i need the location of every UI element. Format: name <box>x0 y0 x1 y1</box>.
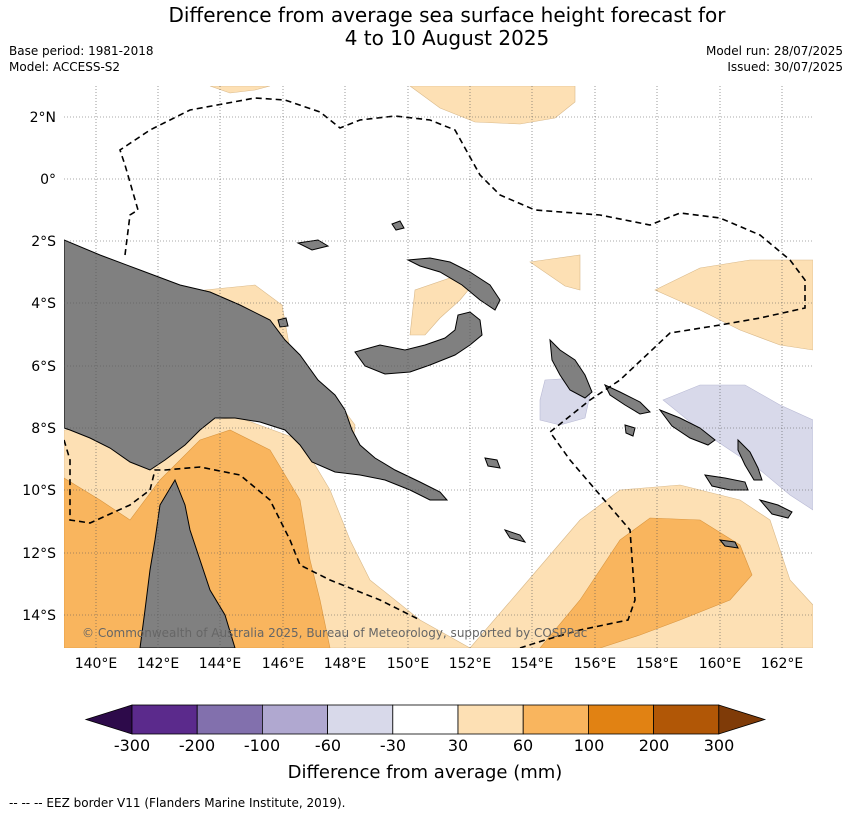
contour-30-60-north <box>409 86 576 125</box>
issued-date: Issued: 30/07/2025 <box>727 60 843 74</box>
lat-label: 0° <box>40 172 56 188</box>
lat-label: 8°S <box>31 421 56 437</box>
lat-label: 14°S <box>22 608 56 624</box>
lat-label: 10°S <box>22 483 56 499</box>
lon-label: 162°E <box>761 656 804 672</box>
colorbar-segment <box>522 704 589 735</box>
colorbar-segment <box>457 704 524 735</box>
santa-isabel-island <box>658 408 716 446</box>
colorbar-tick: -300 <box>113 736 151 755</box>
manus-island <box>296 239 330 251</box>
colorbar-tick: -100 <box>243 736 281 755</box>
colorbar-extend-low <box>84 704 133 735</box>
bougainville-island <box>549 338 593 399</box>
meta-right: Model run: 28/07/2025 Issued: 30/07/2025 <box>706 43 843 75</box>
title-line-2: 4 to 10 August 2025 <box>344 26 550 50</box>
model-run: Model run: 28/07/2025 <box>705 44 843 58</box>
contour-30-60-east <box>654 259 813 351</box>
base-period: Base period: 1981-2018 <box>9 44 154 58</box>
colorbar-segment <box>131 704 198 735</box>
lon-label: 150°E <box>387 656 430 672</box>
latitude-labels: 2°N 0° 2°S 4°S 6°S 8°S 10°S 12°S 14°S <box>22 110 56 624</box>
cape-york-landmass <box>139 478 236 648</box>
colorbar-extend-high <box>718 704 767 735</box>
lon-label: 144°E <box>199 656 242 672</box>
colorbar-tick: 60 <box>512 736 534 755</box>
title-line-1: Difference from average sea surface heig… <box>168 3 726 27</box>
contour-30-60-north-small <box>209 86 271 94</box>
colorbar-segment <box>261 704 328 735</box>
longitude-labels: 140°E 142°E 144°E 146°E 148°E 150°E 152°… <box>75 656 804 672</box>
colorbar-tick: -60 <box>314 736 342 755</box>
lon-label: 142°E <box>137 656 180 672</box>
colorbar-tick: -30 <box>379 736 407 755</box>
contour-30-60-central <box>409 277 471 336</box>
lat-label: 2°N <box>30 110 56 126</box>
colorbar-tick: -200 <box>178 736 216 755</box>
colorbar-segment <box>653 704 720 735</box>
colorbar-segment <box>196 704 263 735</box>
lon-label: 140°E <box>75 656 118 672</box>
makira-island <box>758 499 793 519</box>
small-island-2 <box>718 539 739 549</box>
colorbar-segment <box>588 704 655 735</box>
contour-30-60-central-small <box>529 254 581 291</box>
eez-legend-note: -- -- -- EEZ border V11 (Flanders Marine… <box>9 796 346 810</box>
small-island-6 <box>503 529 527 543</box>
lat-label: 4°S <box>31 296 56 312</box>
colorbar-tick: 200 <box>638 736 670 755</box>
lat-label: 12°S <box>22 546 56 562</box>
lon-label: 146°E <box>262 656 305 672</box>
lon-label: 154°E <box>511 656 554 672</box>
copyright-notice: © Commonwealth of Australia 2025, Bureau… <box>82 626 587 640</box>
lon-label: 158°E <box>636 656 679 672</box>
lon-label: 152°E <box>449 656 492 672</box>
colorbar-tick: 30 <box>447 736 469 755</box>
lat-label: 6°S <box>31 359 56 375</box>
colorbar-tick: 300 <box>703 736 735 755</box>
colorbar-tick: 100 <box>573 736 605 755</box>
choiseul-island <box>603 383 652 415</box>
eez-border <box>64 97 806 648</box>
colorbar-label: Difference from average (mm) <box>287 762 563 783</box>
small-island-4 <box>624 424 636 437</box>
colorbar-segment <box>327 704 394 735</box>
colorbar-segment <box>392 704 459 735</box>
lon-label: 160°E <box>699 656 742 672</box>
small-island-3 <box>277 317 289 328</box>
lat-label: 2°S <box>31 234 56 250</box>
new-britain-island <box>354 311 483 375</box>
colorbar <box>84 704 767 735</box>
map-title: Difference from average sea surface heig… <box>0 4 850 50</box>
contour-60-100-southeast <box>539 517 753 648</box>
gridlines <box>64 86 813 648</box>
new-guinea-landmass <box>64 239 449 501</box>
malaita-island <box>737 438 763 481</box>
lon-label: 156°E <box>574 656 617 672</box>
lon-label: 148°E <box>324 656 367 672</box>
small-island-5 <box>484 457 501 469</box>
new-ireland-island <box>406 257 501 311</box>
small-island-1 <box>391 220 405 231</box>
meta-left: Base period: 1981-2018 Model: ACCESS-S2 <box>9 43 154 75</box>
contour-60-100-southwest <box>64 429 331 648</box>
model-name: Model: ACCESS-S2 <box>9 60 121 74</box>
